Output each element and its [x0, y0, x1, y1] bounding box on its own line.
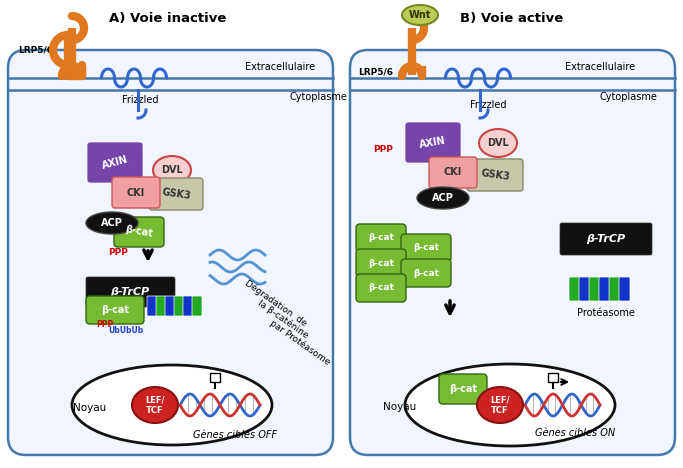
Text: Cytoplasme: Cytoplasme: [600, 92, 658, 102]
Text: LEF/
TCF: LEF/ TCF: [145, 395, 165, 415]
FancyBboxPatch shape: [589, 277, 600, 301]
FancyBboxPatch shape: [579, 277, 590, 301]
Text: Frizzled: Frizzled: [470, 100, 506, 110]
Text: Noyau: Noyau: [73, 403, 107, 413]
Text: Extracellulaire: Extracellulaire: [565, 62, 635, 72]
Text: AXIN: AXIN: [419, 136, 447, 150]
Text: LRP5/6: LRP5/6: [18, 45, 53, 54]
FancyBboxPatch shape: [619, 277, 630, 301]
FancyBboxPatch shape: [439, 374, 487, 404]
FancyBboxPatch shape: [350, 50, 675, 455]
Text: β-cat: β-cat: [413, 243, 439, 253]
Ellipse shape: [479, 129, 517, 157]
FancyBboxPatch shape: [147, 296, 157, 316]
FancyBboxPatch shape: [356, 224, 406, 252]
Text: GSK3: GSK3: [479, 168, 510, 182]
Text: LRP5/6: LRP5/6: [358, 67, 393, 76]
Text: ACP: ACP: [432, 193, 454, 203]
Text: ACP: ACP: [101, 218, 123, 228]
Text: GSK3: GSK3: [161, 187, 191, 201]
Text: β-cat: β-cat: [124, 225, 154, 239]
FancyBboxPatch shape: [210, 373, 220, 382]
FancyBboxPatch shape: [569, 277, 580, 301]
Text: Wnt: Wnt: [409, 10, 431, 20]
Text: PPP: PPP: [96, 320, 113, 329]
Text: CKI: CKI: [444, 167, 462, 177]
FancyBboxPatch shape: [174, 296, 184, 316]
Ellipse shape: [417, 187, 469, 209]
Ellipse shape: [72, 365, 272, 445]
FancyBboxPatch shape: [87, 142, 143, 183]
Text: β-TrCP: β-TrCP: [587, 234, 626, 244]
Text: Gènes cibles ON: Gènes cibles ON: [535, 428, 615, 438]
FancyBboxPatch shape: [86, 277, 175, 307]
Ellipse shape: [153, 156, 191, 184]
Ellipse shape: [402, 5, 438, 25]
Text: AXIN: AXIN: [101, 155, 129, 171]
Text: UbUbUb: UbUbUb: [108, 326, 143, 335]
FancyBboxPatch shape: [112, 177, 160, 208]
Text: PPP: PPP: [373, 146, 393, 154]
Text: DVL: DVL: [161, 165, 183, 175]
Text: PPP: PPP: [108, 248, 128, 257]
FancyBboxPatch shape: [609, 277, 620, 301]
Text: Dégradation  de: Dégradation de: [243, 278, 309, 328]
Text: β-cat: β-cat: [368, 284, 394, 292]
Text: A) Voie inactive: A) Voie inactive: [109, 12, 227, 25]
FancyBboxPatch shape: [429, 157, 477, 188]
Text: Protéasome: Protéasome: [577, 308, 635, 318]
FancyBboxPatch shape: [192, 296, 202, 316]
FancyBboxPatch shape: [467, 159, 523, 191]
FancyBboxPatch shape: [356, 249, 406, 277]
Text: B) Voie active: B) Voie active: [460, 12, 563, 25]
Ellipse shape: [86, 212, 138, 234]
Text: Gènes cibles OFF: Gènes cibles OFF: [193, 430, 277, 440]
Ellipse shape: [405, 364, 615, 446]
FancyBboxPatch shape: [8, 50, 333, 455]
FancyBboxPatch shape: [560, 223, 652, 255]
Text: Noyau: Noyau: [383, 402, 417, 412]
FancyBboxPatch shape: [165, 296, 175, 316]
FancyBboxPatch shape: [548, 373, 558, 382]
FancyBboxPatch shape: [401, 234, 451, 262]
Text: Cytoplasme: Cytoplasme: [290, 92, 348, 102]
Text: β-cat: β-cat: [368, 258, 394, 268]
FancyBboxPatch shape: [86, 296, 144, 324]
FancyBboxPatch shape: [356, 274, 406, 302]
Text: β-TrCP: β-TrCP: [111, 287, 150, 297]
Text: Extracellulaire: Extracellulaire: [245, 62, 315, 72]
Text: β-cat: β-cat: [368, 234, 394, 242]
Text: Frizzled: Frizzled: [122, 95, 158, 105]
FancyBboxPatch shape: [149, 178, 203, 210]
Text: la β-caténine: la β-caténine: [256, 298, 310, 340]
FancyBboxPatch shape: [405, 122, 461, 163]
Ellipse shape: [477, 387, 523, 423]
FancyBboxPatch shape: [183, 296, 193, 316]
FancyBboxPatch shape: [114, 217, 164, 247]
Text: β-cat: β-cat: [413, 269, 439, 278]
Ellipse shape: [132, 387, 178, 423]
Text: CKI: CKI: [127, 188, 145, 198]
FancyBboxPatch shape: [156, 296, 166, 316]
Text: β-cat: β-cat: [101, 305, 129, 315]
Text: par Protéasome: par Protéasome: [268, 318, 332, 367]
FancyBboxPatch shape: [401, 259, 451, 287]
Text: LEF/
TCF: LEF/ TCF: [490, 395, 510, 415]
Text: DVL: DVL: [487, 138, 509, 148]
Text: β-cat: β-cat: [449, 384, 477, 394]
FancyBboxPatch shape: [599, 277, 610, 301]
